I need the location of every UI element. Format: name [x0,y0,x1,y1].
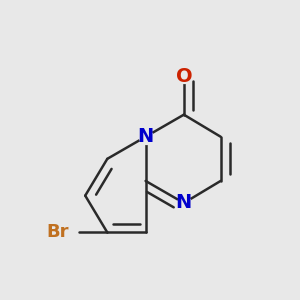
Text: N: N [137,127,154,146]
Text: Br: Br [46,224,68,242]
Text: N: N [176,194,192,212]
Text: O: O [176,67,192,86]
